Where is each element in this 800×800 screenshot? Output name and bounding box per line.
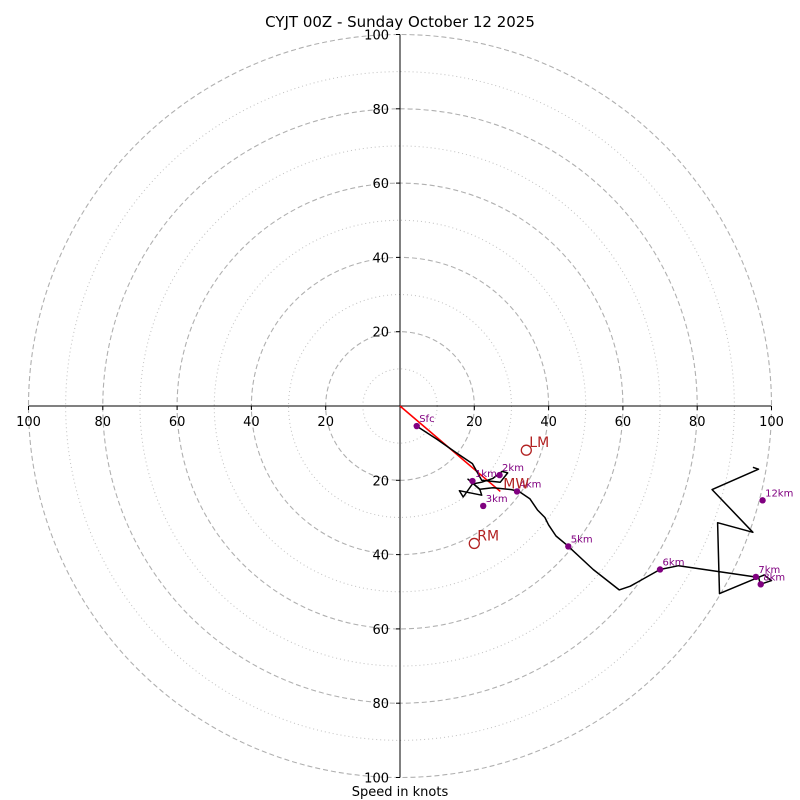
height-label-4km: 4km xyxy=(520,479,542,490)
height-point-2km xyxy=(496,471,503,479)
x-tick-label: 20 xyxy=(466,415,483,430)
x-axis-label: Speed in knots xyxy=(352,785,449,800)
x-tick-label: 60 xyxy=(169,415,186,430)
x-tick-label: 40 xyxy=(243,415,260,430)
storm-label-RM: RM xyxy=(477,528,499,544)
y-tick-label: 80 xyxy=(372,697,389,712)
height-point-4km xyxy=(513,488,521,495)
x-tick-label: 40 xyxy=(540,415,557,430)
storm-marker-RM xyxy=(468,537,480,550)
height-point-12km xyxy=(759,497,766,504)
chart-title: CYJT 00Z - Sunday October 12 2025 xyxy=(265,13,535,31)
y-tick-label: 80 xyxy=(372,103,389,118)
height-label-6km: 6km xyxy=(663,557,685,568)
storm-label-MW: MW xyxy=(503,476,529,492)
height-label-Sfc: Sfc xyxy=(419,414,434,425)
height-point-8km xyxy=(757,581,764,588)
height-label-2km: 2km xyxy=(502,463,524,474)
hodograph-trace-line xyxy=(416,425,773,595)
storm-motion-markers: LM MW RM xyxy=(468,435,549,550)
height-label-7km: 7km xyxy=(758,565,780,576)
height-label-12km: 12km xyxy=(765,488,793,499)
height-point-3km xyxy=(480,502,487,510)
height-label-1km: 1km xyxy=(475,469,497,480)
y-tick-label: 20 xyxy=(372,326,389,341)
height-label-3km: 3km xyxy=(486,494,508,505)
height-point-7km xyxy=(752,573,760,581)
height-label-8km: 8km xyxy=(763,572,785,583)
x-tick-label: 20 xyxy=(317,415,334,430)
x-tick-label: 100 xyxy=(759,415,784,430)
height-label-5km: 5km xyxy=(571,534,593,545)
height-point-5km xyxy=(565,543,572,550)
x-tick-label: 80 xyxy=(95,415,112,430)
storm-marker-LM xyxy=(520,444,532,456)
height-point-6km xyxy=(656,566,664,573)
y-tick-label: 60 xyxy=(372,177,389,192)
y-tick-label: 40 xyxy=(372,251,389,266)
storm-label-LM: LM xyxy=(529,435,549,451)
height-point-Sfc xyxy=(413,422,420,430)
height-point-1km xyxy=(469,477,476,485)
y-tick-label: 60 xyxy=(372,623,389,638)
x-tick-label: 80 xyxy=(689,415,706,430)
y-tick-label: 100 xyxy=(364,29,389,44)
y-tick-label: 20 xyxy=(372,474,389,489)
y-tick-label: 40 xyxy=(372,549,389,564)
hodograph-trace xyxy=(416,425,773,595)
y-tick-label: 100 xyxy=(364,772,389,787)
x-tick-label: 60 xyxy=(615,415,632,430)
tick-labels: 100 80 60 40 20 20 40 60 80 100 100 80 60 40 20 20 40 60 8… xyxy=(16,29,784,787)
x-tick-label: 100 xyxy=(16,415,41,430)
